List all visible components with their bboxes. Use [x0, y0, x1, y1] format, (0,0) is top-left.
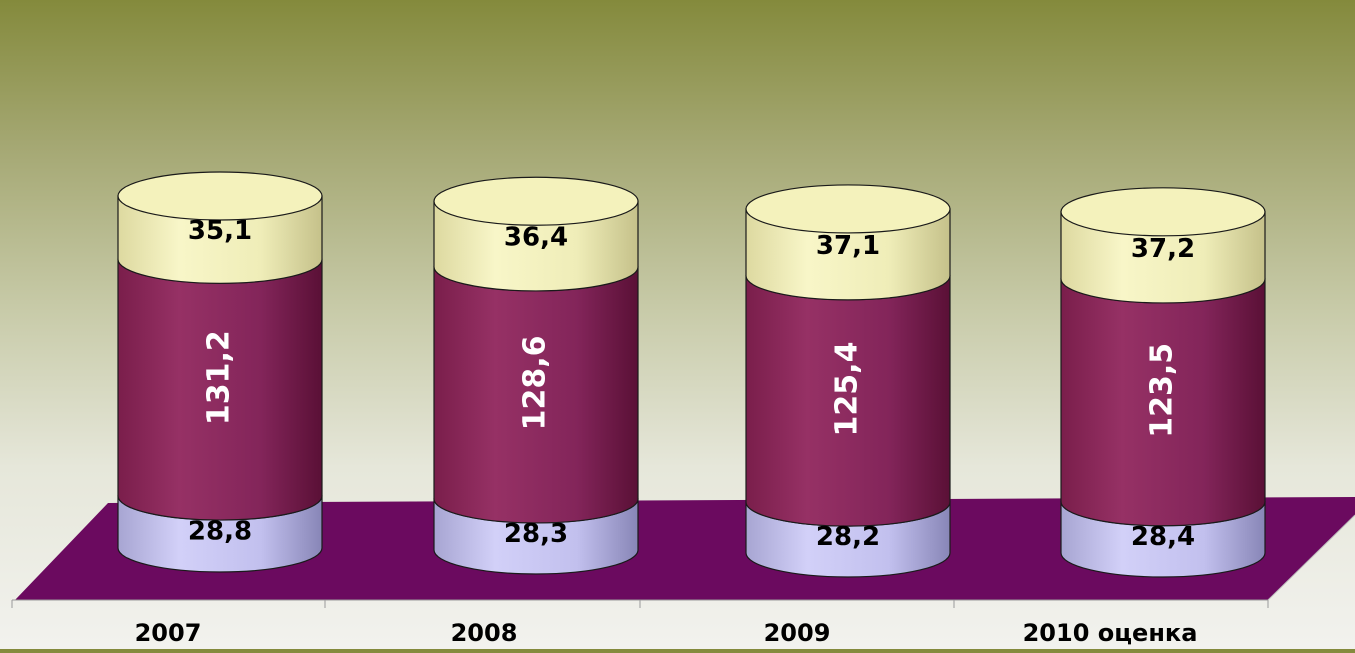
x-tick-label: 2009 — [764, 619, 831, 647]
data-label: 36,4 — [504, 223, 568, 253]
cylinder-top-cap — [745, 184, 951, 234]
data-label: 28,2 — [816, 522, 880, 552]
bar-top-segment — [433, 200, 639, 292]
cylinder-bar — [745, 184, 951, 578]
cylinder-bar — [1060, 187, 1266, 578]
bar-top-segment — [1060, 211, 1266, 304]
data-label: 128,6 — [518, 335, 553, 430]
data-label: 28,3 — [504, 519, 568, 549]
chart-floor — [15, 497, 1355, 600]
bar-middle-segment — [433, 266, 639, 524]
cylinder-top-cap — [433, 176, 639, 226]
floor-edge-line — [1267, 514, 1355, 601]
data-label: 37,2 — [1131, 234, 1195, 264]
x-tick-label: 2008 — [451, 619, 518, 647]
cylinder-top-cap — [117, 171, 323, 221]
data-label: 28,8 — [188, 517, 252, 547]
cylinder-bar — [433, 176, 639, 575]
bar-top-segment — [117, 195, 323, 284]
data-label: 28,4 — [1131, 522, 1195, 552]
bar-middle-segment — [1060, 278, 1266, 527]
data-label: 123,5 — [1145, 343, 1180, 438]
data-label: 131,2 — [202, 330, 237, 425]
cylinder-top-cap — [1060, 187, 1266, 237]
data-label: 37,1 — [816, 231, 880, 261]
bar-middle-segment — [117, 258, 323, 521]
x-tick-label: 2007 — [135, 619, 202, 647]
bar-middle-segment — [745, 275, 951, 527]
x-tick-label: 2010 оценка — [1023, 619, 1198, 647]
data-label: 35,1 — [188, 216, 252, 246]
cylinder-bar — [117, 171, 323, 573]
data-label: 125,4 — [830, 342, 865, 437]
bar-top-segment — [745, 208, 951, 301]
